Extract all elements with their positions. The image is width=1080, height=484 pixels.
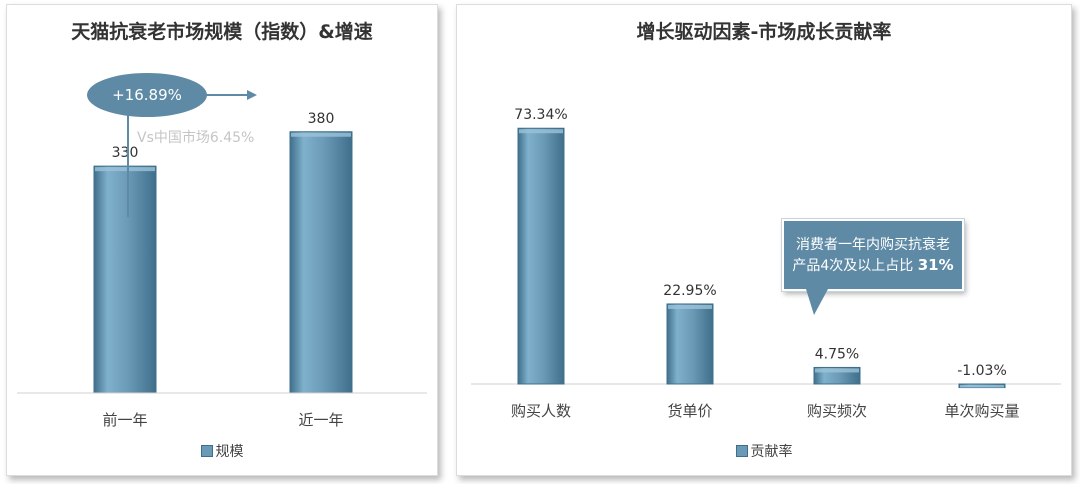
legend-swatch <box>735 445 748 457</box>
chart-title: 增长驱动因素-市场成长贡献率 <box>636 21 892 43</box>
data-label: 73.34% <box>514 107 567 123</box>
category-label: 货单价 <box>667 402 712 420</box>
category-label: 前一年 <box>102 411 147 429</box>
bar-highlight <box>95 167 155 172</box>
category-label: 购买频次 <box>807 402 867 420</box>
bar-highlight <box>291 132 351 137</box>
data-label: 22.95% <box>663 283 716 299</box>
frequency-callout: 消费者一年内购买抗衰老产品4次及以上占比 31% <box>782 219 964 291</box>
growth-drivers-panel: 增长驱动因素-市场成长贡献率 73.34% 购买人数 22.95% 货单价 4.75% 购… <box>456 4 1072 476</box>
legend-label: 贡献率 <box>750 444 793 460</box>
bar-highlight <box>668 304 712 309</box>
bar-highlight <box>815 368 859 373</box>
callout-pointer <box>806 289 828 315</box>
growth-ellipse <box>87 73 207 117</box>
data-label: -1.03% <box>957 363 1007 379</box>
callout-text: 消费者一年内购买抗衰老产品4次及以上占比 <box>792 237 950 274</box>
comparison-label: Vs中国市场6.45% <box>137 129 254 146</box>
legend-label: 规模 <box>215 444 244 460</box>
growth-arrow-head <box>247 90 257 100</box>
category-label: 单次购买量 <box>944 402 1019 420</box>
data-label: 380 <box>308 111 335 127</box>
market-size-chart: 330 前一年 380 近一年 +16.89% Vs中国市场6.45% <box>17 73 427 429</box>
legend: 贡献率 <box>457 441 1071 461</box>
chart-title: 天猫抗衰老市场规模（指数）&增速 <box>71 21 373 43</box>
callout-value: 31% <box>917 256 954 274</box>
bar-highlight <box>519 129 563 134</box>
bar <box>517 127 565 385</box>
category-label: 近一年 <box>298 411 343 429</box>
bar <box>666 303 714 385</box>
bar-highlight <box>960 385 1004 388</box>
growth-drivers-chart: 73.34% 购买人数 22.95% 货单价 4.75% 购买频次 -1.03% 单次购买量 <box>471 107 1061 420</box>
legend-swatch <box>200 445 213 457</box>
legend: 规模 <box>7 441 437 461</box>
market-size-panel: 天猫抗衰老市场规模（指数）&增速 330 前一年 380 近一年 +16.89% Vs… <box>6 4 438 476</box>
bar <box>93 165 157 394</box>
bar <box>289 131 353 394</box>
growth-rate-label: +16.89% <box>112 86 182 104</box>
data-label: 4.75% <box>815 346 859 362</box>
category-label: 购买人数 <box>511 402 571 420</box>
data-label: 330 <box>112 145 139 161</box>
